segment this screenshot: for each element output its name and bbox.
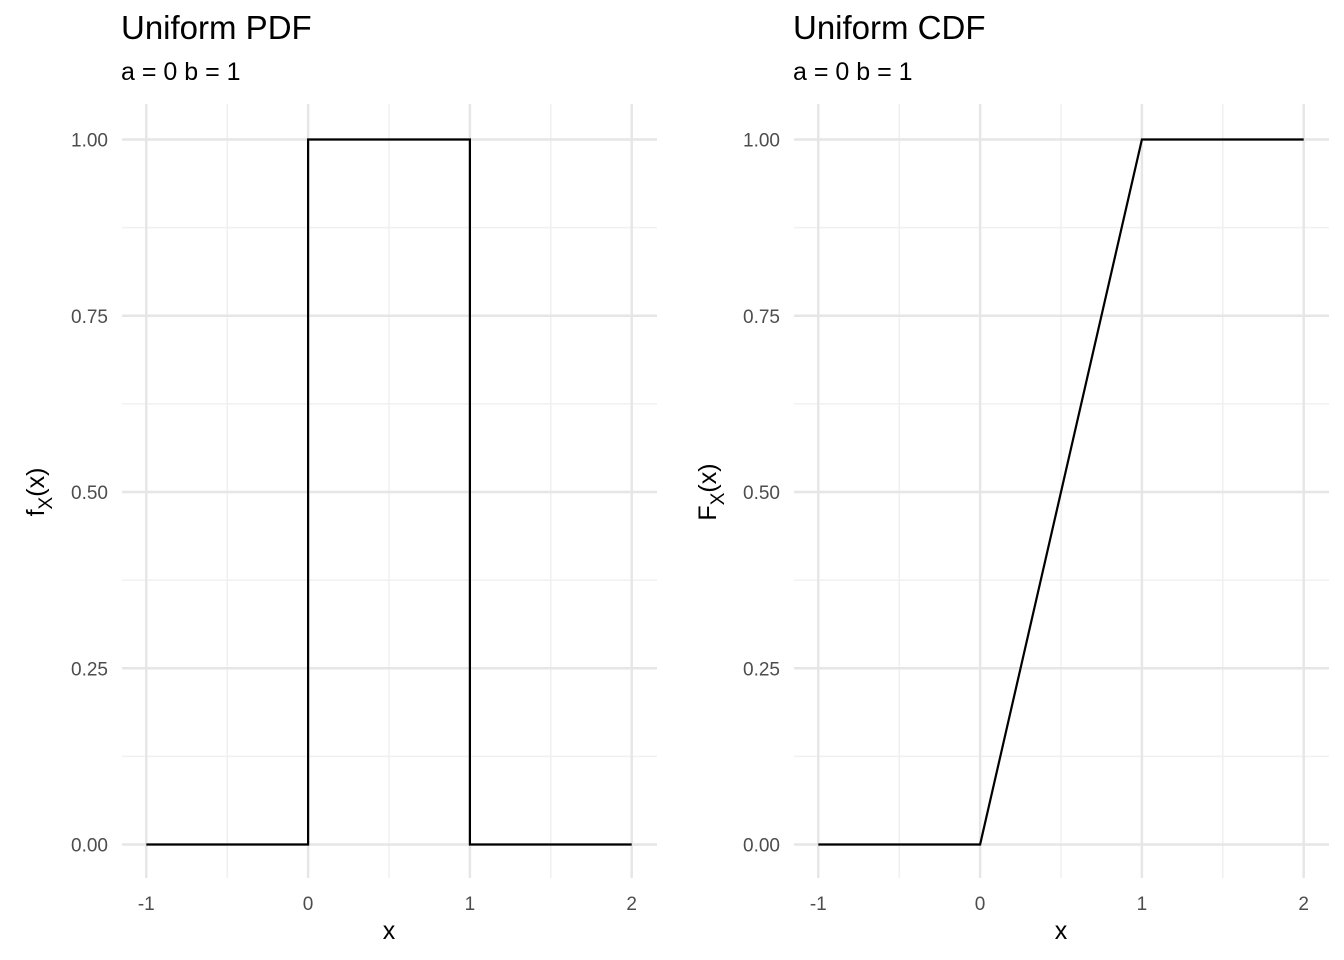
cdf-x-axis-title: x — [1055, 917, 1068, 945]
cdf-x-tick-label: 2 — [1298, 894, 1309, 915]
pdf-x-axis-title: x — [383, 917, 396, 945]
pdf-x-tick-label: 0 — [303, 894, 314, 915]
pdf-series-line — [146, 138, 632, 846]
cdf-plot: -1 0 1 2 0.00 0.25 0.50 0.75 1.00 x FX(x) — [694, 104, 1329, 945]
pdf-x-tick-label: 1 — [465, 894, 476, 915]
pdf-chart-title: Uniform PDF — [121, 9, 312, 46]
pdf-y-tick-label: 0.00 — [71, 836, 108, 857]
pdf-y-tick-label: 0.25 — [71, 659, 108, 680]
cdf-chart-title: Uniform CDF — [793, 9, 986, 46]
pdf-y-tick-label: 0.50 — [71, 483, 108, 504]
pdf-x-tick-label: -1 — [138, 894, 155, 915]
cdf-y-tick-label: 1.00 — [743, 131, 780, 152]
cdf-chart-subtitle: a = 0 b = 1 — [793, 58, 913, 86]
cdf-y-tick-label: 0.25 — [743, 659, 780, 680]
cdf-x-tick-label: -1 — [810, 894, 827, 915]
cdf-y-tick-label: 0.00 — [743, 836, 780, 857]
cdf-series-line — [818, 138, 1304, 846]
cdf-x-tick-label: 1 — [1137, 894, 1148, 915]
cdf-y-tick-label: 0.75 — [743, 307, 780, 328]
pdf-y-axis-title: fX(x) — [22, 468, 57, 517]
pdf-x-tick-label: 2 — [626, 894, 637, 915]
pdf-y-tick-label: 1.00 — [71, 131, 108, 152]
cdf-y-tick-label: 0.50 — [743, 483, 780, 504]
cdf-x-tick-label: 0 — [975, 894, 986, 915]
pdf-plot: -1 0 1 2 0.00 0.25 0.50 0.75 1.00 x fX(x) — [22, 104, 657, 945]
pdf-y-tick-label: 0.75 — [71, 307, 108, 328]
cdf-y-axis-title: FX(x) — [694, 463, 729, 520]
pdf-chart-subtitle: a = 0 b = 1 — [121, 58, 241, 86]
